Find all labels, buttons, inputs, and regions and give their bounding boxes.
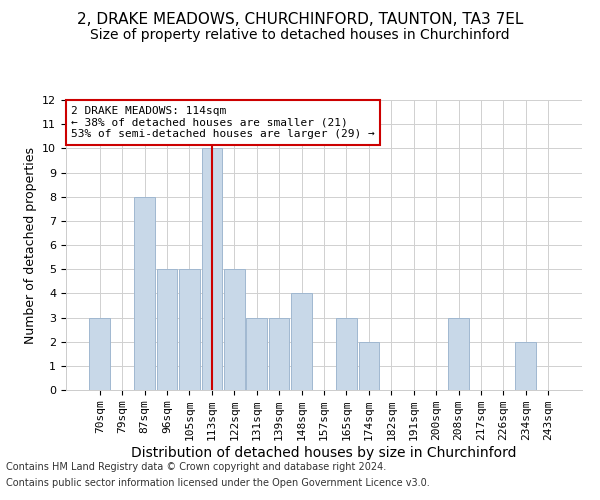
Bar bbox=[291, 294, 312, 390]
Text: Contains HM Land Registry data © Crown copyright and database right 2024.: Contains HM Land Registry data © Crown c… bbox=[6, 462, 386, 472]
Bar bbox=[157, 269, 178, 390]
Y-axis label: Number of detached properties: Number of detached properties bbox=[23, 146, 37, 344]
Bar bbox=[179, 269, 200, 390]
Text: 2, DRAKE MEADOWS, CHURCHINFORD, TAUNTON, TA3 7EL: 2, DRAKE MEADOWS, CHURCHINFORD, TAUNTON,… bbox=[77, 12, 523, 28]
Bar bbox=[134, 196, 155, 390]
Bar bbox=[247, 318, 267, 390]
Bar bbox=[269, 318, 289, 390]
Bar bbox=[224, 269, 245, 390]
Bar bbox=[448, 318, 469, 390]
Text: Size of property relative to detached houses in Churchinford: Size of property relative to detached ho… bbox=[90, 28, 510, 42]
Bar bbox=[336, 318, 357, 390]
X-axis label: Distribution of detached houses by size in Churchinford: Distribution of detached houses by size … bbox=[131, 446, 517, 460]
Bar bbox=[89, 318, 110, 390]
Text: 2 DRAKE MEADOWS: 114sqm
← 38% of detached houses are smaller (21)
53% of semi-de: 2 DRAKE MEADOWS: 114sqm ← 38% of detache… bbox=[71, 106, 375, 139]
Text: Contains public sector information licensed under the Open Government Licence v3: Contains public sector information licen… bbox=[6, 478, 430, 488]
Bar bbox=[359, 342, 379, 390]
Bar bbox=[202, 148, 222, 390]
Bar bbox=[515, 342, 536, 390]
